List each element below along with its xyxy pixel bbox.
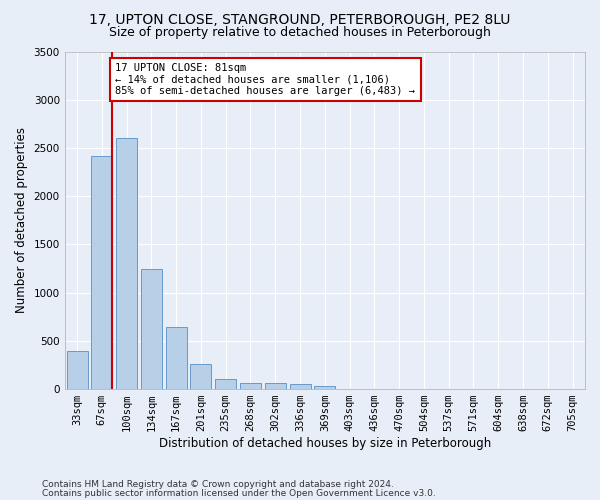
Bar [67,352,88,389]
X-axis label: Distribution of detached houses by size in Peterborough: Distribution of detached houses by size … [159,437,491,450]
Bar [215,380,236,389]
Bar [116,138,137,389]
Bar [190,364,211,389]
Bar [290,384,311,389]
Y-axis label: Number of detached properties: Number of detached properties [15,128,28,314]
Text: 17 UPTON CLOSE: 81sqm
← 14% of detached houses are smaller (1,106)
85% of semi-d: 17 UPTON CLOSE: 81sqm ← 14% of detached … [115,63,415,96]
Bar [240,384,261,389]
Bar [265,384,286,389]
Bar [91,156,112,389]
Text: 17, UPTON CLOSE, STANGROUND, PETERBOROUGH, PE2 8LU: 17, UPTON CLOSE, STANGROUND, PETERBOROUG… [89,12,511,26]
Bar [141,270,162,389]
Bar [314,386,335,389]
Text: Size of property relative to detached houses in Peterborough: Size of property relative to detached ho… [109,26,491,39]
Text: Contains HM Land Registry data © Crown copyright and database right 2024.: Contains HM Land Registry data © Crown c… [42,480,394,489]
Text: Contains public sector information licensed under the Open Government Licence v3: Contains public sector information licen… [42,489,436,498]
Bar [166,328,187,389]
